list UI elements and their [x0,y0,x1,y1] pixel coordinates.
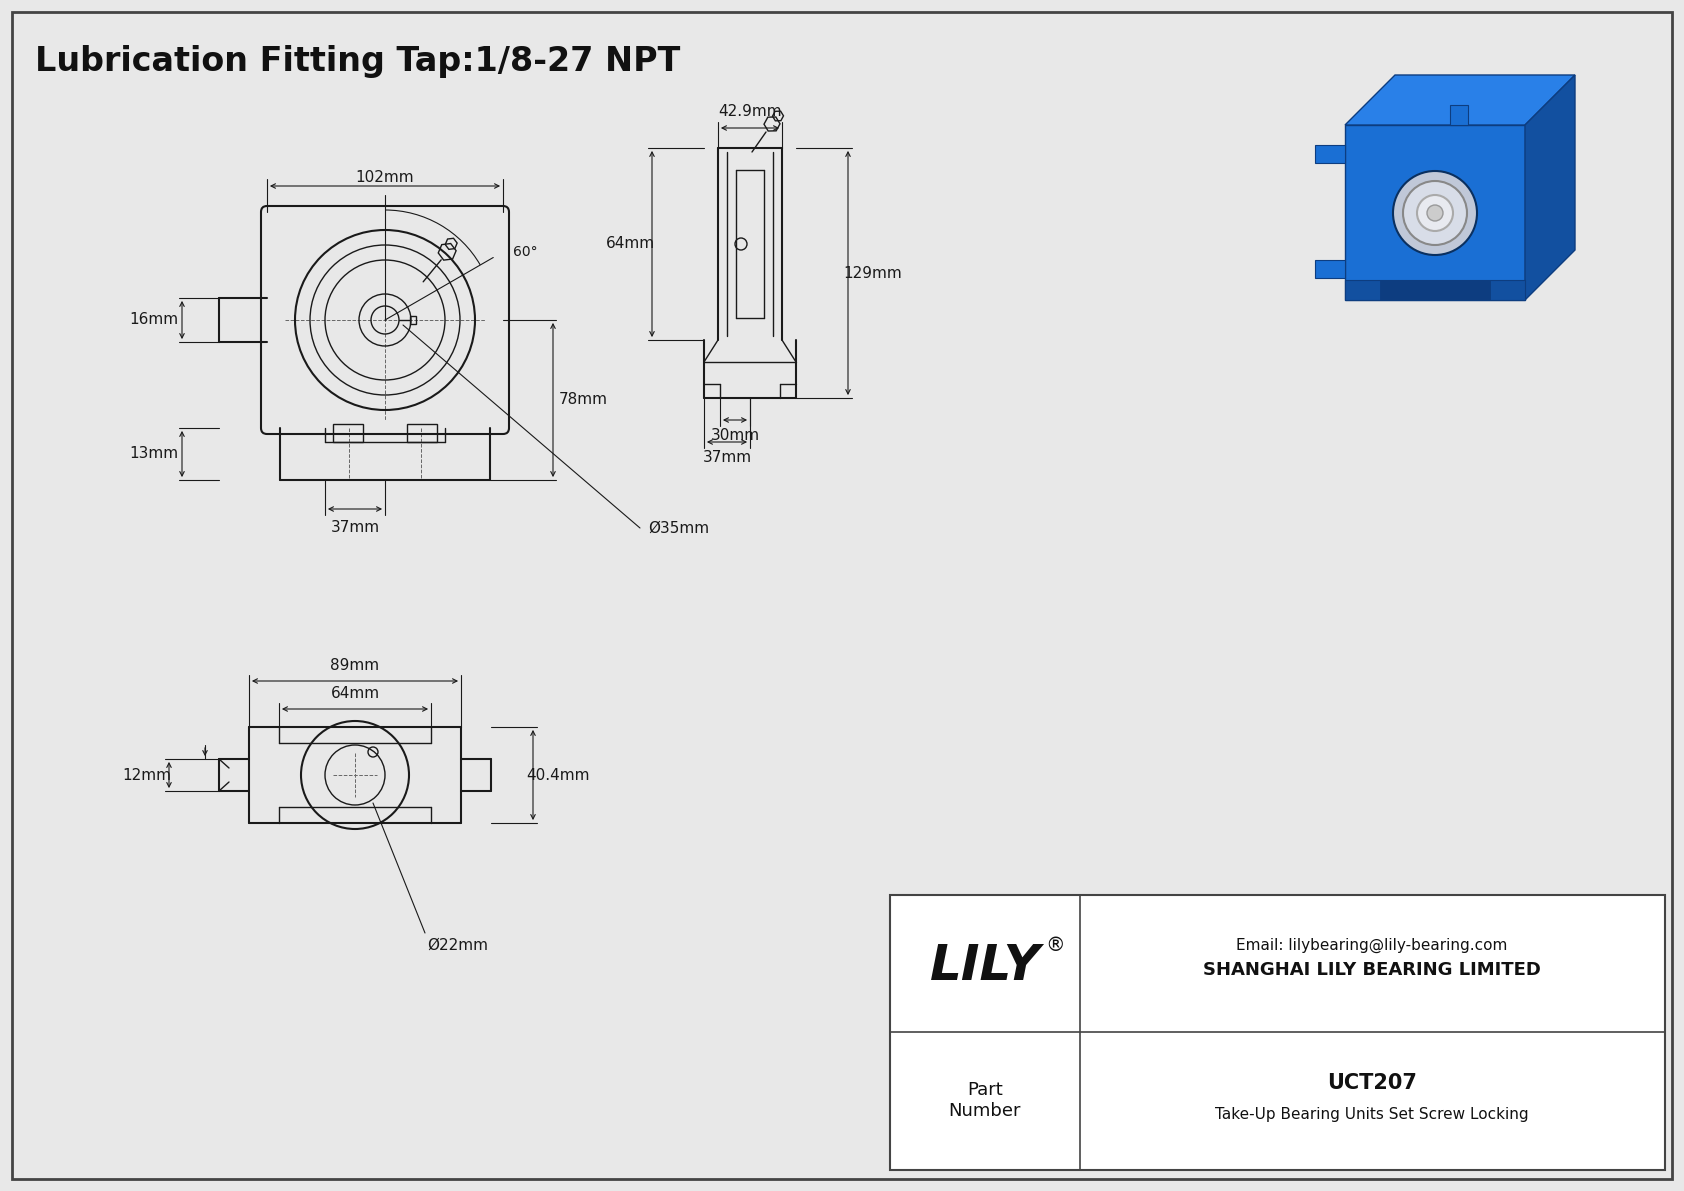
Text: 42.9mm: 42.9mm [717,105,781,119]
Text: 13mm: 13mm [130,447,179,461]
Text: 78mm: 78mm [559,393,608,407]
Circle shape [1416,195,1453,231]
Text: 102mm: 102mm [355,169,414,185]
Bar [1346,280,1526,300]
Text: 37mm: 37mm [330,519,379,535]
Bar [333,424,364,442]
Text: Lubrication Fitting Tap:1/8-27 NPT: Lubrication Fitting Tap:1/8-27 NPT [35,45,680,79]
Bar [408,424,438,442]
Bar [409,316,416,324]
Circle shape [1426,205,1443,222]
Bar [1379,280,1490,300]
Text: UCT207: UCT207 [1327,1073,1416,1093]
Text: 16mm: 16mm [130,312,179,328]
Circle shape [1393,172,1477,255]
Polygon shape [1450,105,1468,125]
Text: Part
Number: Part Number [948,1081,1021,1121]
Text: SHANGHAI LILY BEARING LIMITED: SHANGHAI LILY BEARING LIMITED [1202,961,1541,979]
Text: 64mm: 64mm [330,686,379,700]
Polygon shape [1526,75,1575,300]
Text: Ø22mm: Ø22mm [428,939,488,953]
Text: 60°: 60° [514,245,537,258]
Bar [891,894,1665,1170]
Polygon shape [1346,125,1526,300]
Text: 40.4mm: 40.4mm [525,767,589,782]
Text: Take-Up Bearing Units Set Screw Locking: Take-Up Bearing Units Set Screw Locking [1216,1108,1529,1122]
Text: Ø35mm: Ø35mm [648,520,709,536]
Text: 64mm: 64mm [606,237,655,251]
Bar [1315,260,1346,278]
Circle shape [1403,181,1467,245]
Bar [1315,145,1346,163]
Polygon shape [1346,75,1575,125]
Text: 129mm: 129mm [844,266,903,281]
Text: 37mm: 37mm [702,450,751,466]
Text: ®: ® [1046,936,1064,955]
Text: 89mm: 89mm [330,657,379,673]
Text: 12mm: 12mm [123,767,172,782]
Text: 30mm: 30mm [711,429,759,443]
Text: LILY: LILY [930,942,1041,990]
Text: Email: lilybearing@lily-bearing.com: Email: lilybearing@lily-bearing.com [1236,939,1507,953]
